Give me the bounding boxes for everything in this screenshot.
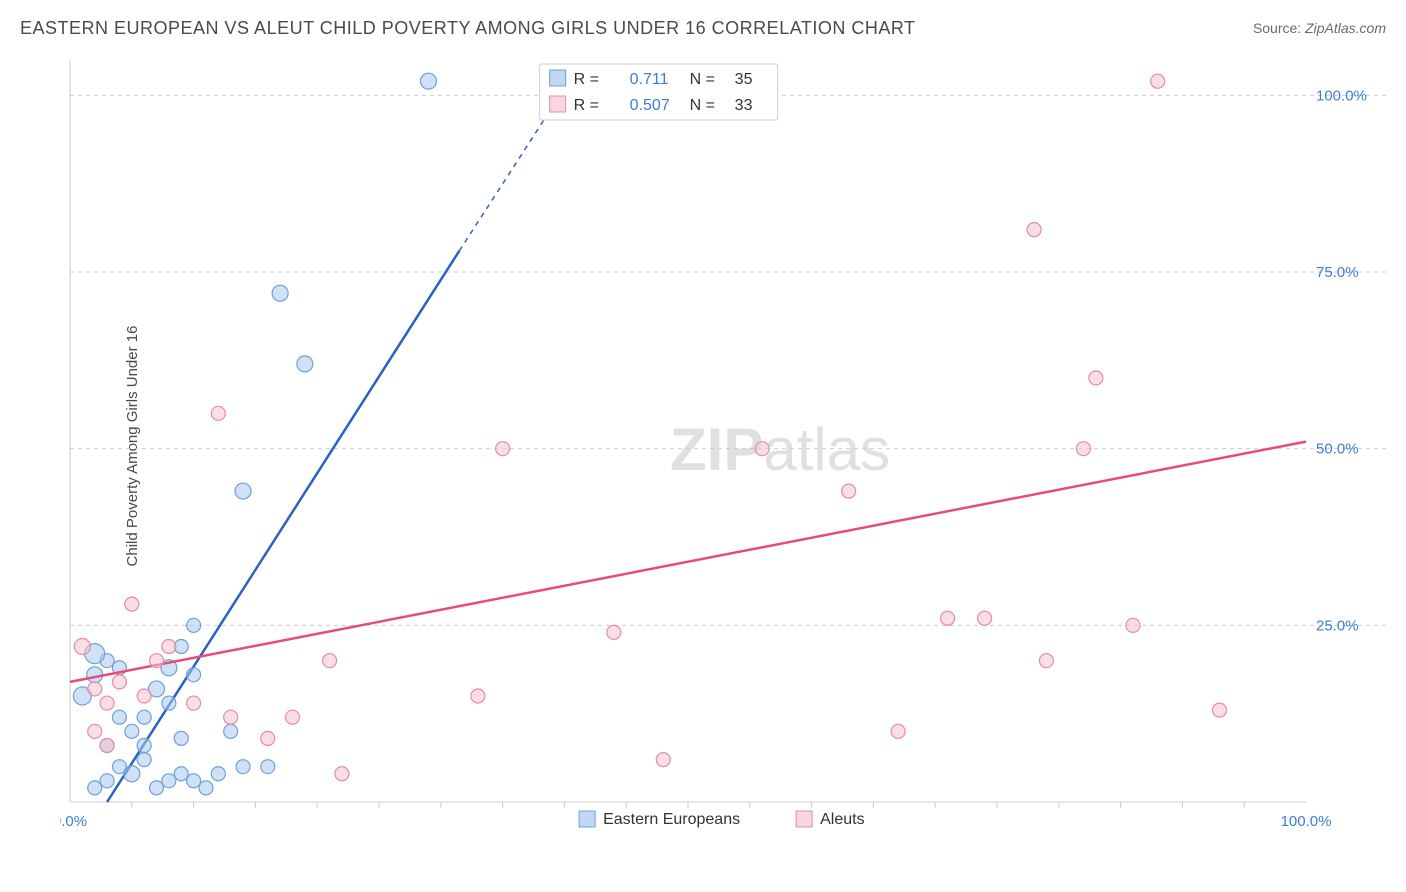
data-point [272, 285, 288, 301]
source-value: ZipAtlas.com [1305, 20, 1386, 36]
data-point [978, 611, 992, 625]
data-point [187, 618, 201, 632]
legend-swatch [579, 811, 595, 827]
data-point [224, 710, 238, 724]
data-point [137, 689, 151, 703]
data-point [211, 406, 225, 420]
data-point [187, 696, 201, 710]
data-point [1126, 618, 1140, 632]
data-point [261, 731, 275, 745]
legend-n-value: 35 [735, 71, 753, 88]
data-point [174, 731, 188, 745]
data-point [656, 753, 670, 767]
data-point [235, 483, 251, 499]
data-point [174, 767, 188, 781]
data-point [162, 774, 176, 788]
source-label: Source: [1253, 20, 1301, 36]
source-attribution: Source: ZipAtlas.com [1253, 20, 1386, 36]
data-point [100, 738, 114, 752]
legend-r-value: 0.711 [630, 71, 669, 88]
data-point [162, 640, 176, 654]
data-point [261, 760, 275, 774]
data-point [297, 356, 313, 372]
data-point [471, 689, 485, 703]
x-tick-label: 0.0% [60, 813, 87, 830]
scatter-chart: ZIPatlas R = 0.711 N = 35 R = 0.507 N = 33 25.0… [60, 50, 1386, 842]
data-point [1027, 223, 1041, 237]
x-tick-label: 100.0% [1281, 813, 1332, 830]
data-point [137, 710, 151, 724]
legend-swatch [796, 811, 812, 827]
data-point [112, 710, 126, 724]
data-point [323, 654, 337, 668]
data-point [1212, 703, 1226, 717]
data-point [74, 639, 90, 655]
data-point [187, 774, 201, 788]
data-point [842, 484, 856, 498]
data-point [420, 73, 436, 89]
legend-n-value: 33 [735, 97, 753, 114]
y-tick-label: 25.0% [1316, 617, 1359, 634]
data-point [891, 724, 905, 738]
data-point [224, 724, 238, 738]
chart-title: EASTERN EUROPEAN VS ALEUT CHILD POVERTY … [20, 18, 916, 39]
data-point [125, 597, 139, 611]
data-point [124, 766, 140, 782]
legend-r-value: 0.507 [630, 97, 670, 114]
data-point [1089, 371, 1103, 385]
legend-n-label: N = [690, 97, 715, 114]
y-tick-label: 100.0% [1316, 87, 1367, 104]
data-point [162, 696, 176, 710]
watermark: ZIPatlas [670, 416, 890, 483]
data-point [607, 625, 621, 639]
data-point [211, 767, 225, 781]
data-point [236, 760, 250, 774]
legend-swatch [550, 96, 566, 112]
correlation-legend: R = 0.711 N = 35 R = 0.507 N = 33 [540, 64, 778, 120]
data-point [137, 738, 151, 752]
data-point [137, 753, 151, 767]
legend-series-label: Aleuts [820, 811, 864, 828]
data-point [112, 675, 126, 689]
data-point [100, 696, 114, 710]
data-point [88, 781, 102, 795]
data-point [1077, 442, 1091, 456]
data-point [1151, 74, 1165, 88]
data-point [150, 781, 164, 795]
legend-n-label: N = [690, 71, 715, 88]
legend-swatch [550, 70, 566, 86]
regression-line [107, 251, 459, 802]
series-legend: Eastern Europeans Aleuts [579, 811, 864, 828]
data-point [88, 724, 102, 738]
data-point [496, 442, 510, 456]
data-point [125, 724, 139, 738]
data-point [187, 668, 201, 682]
legend-series-label: Eastern Europeans [603, 811, 740, 828]
legend-r-label: R = [574, 71, 599, 88]
data-point [100, 774, 114, 788]
data-point [335, 767, 349, 781]
data-point [88, 682, 102, 696]
legend-r-label: R = [574, 97, 599, 114]
data-point [941, 611, 955, 625]
data-point [1039, 654, 1053, 668]
data-point [199, 781, 213, 795]
data-point [285, 710, 299, 724]
data-point [150, 654, 164, 668]
data-point [755, 442, 769, 456]
y-tick-label: 75.0% [1316, 264, 1359, 281]
y-tick-label: 50.0% [1316, 441, 1359, 458]
